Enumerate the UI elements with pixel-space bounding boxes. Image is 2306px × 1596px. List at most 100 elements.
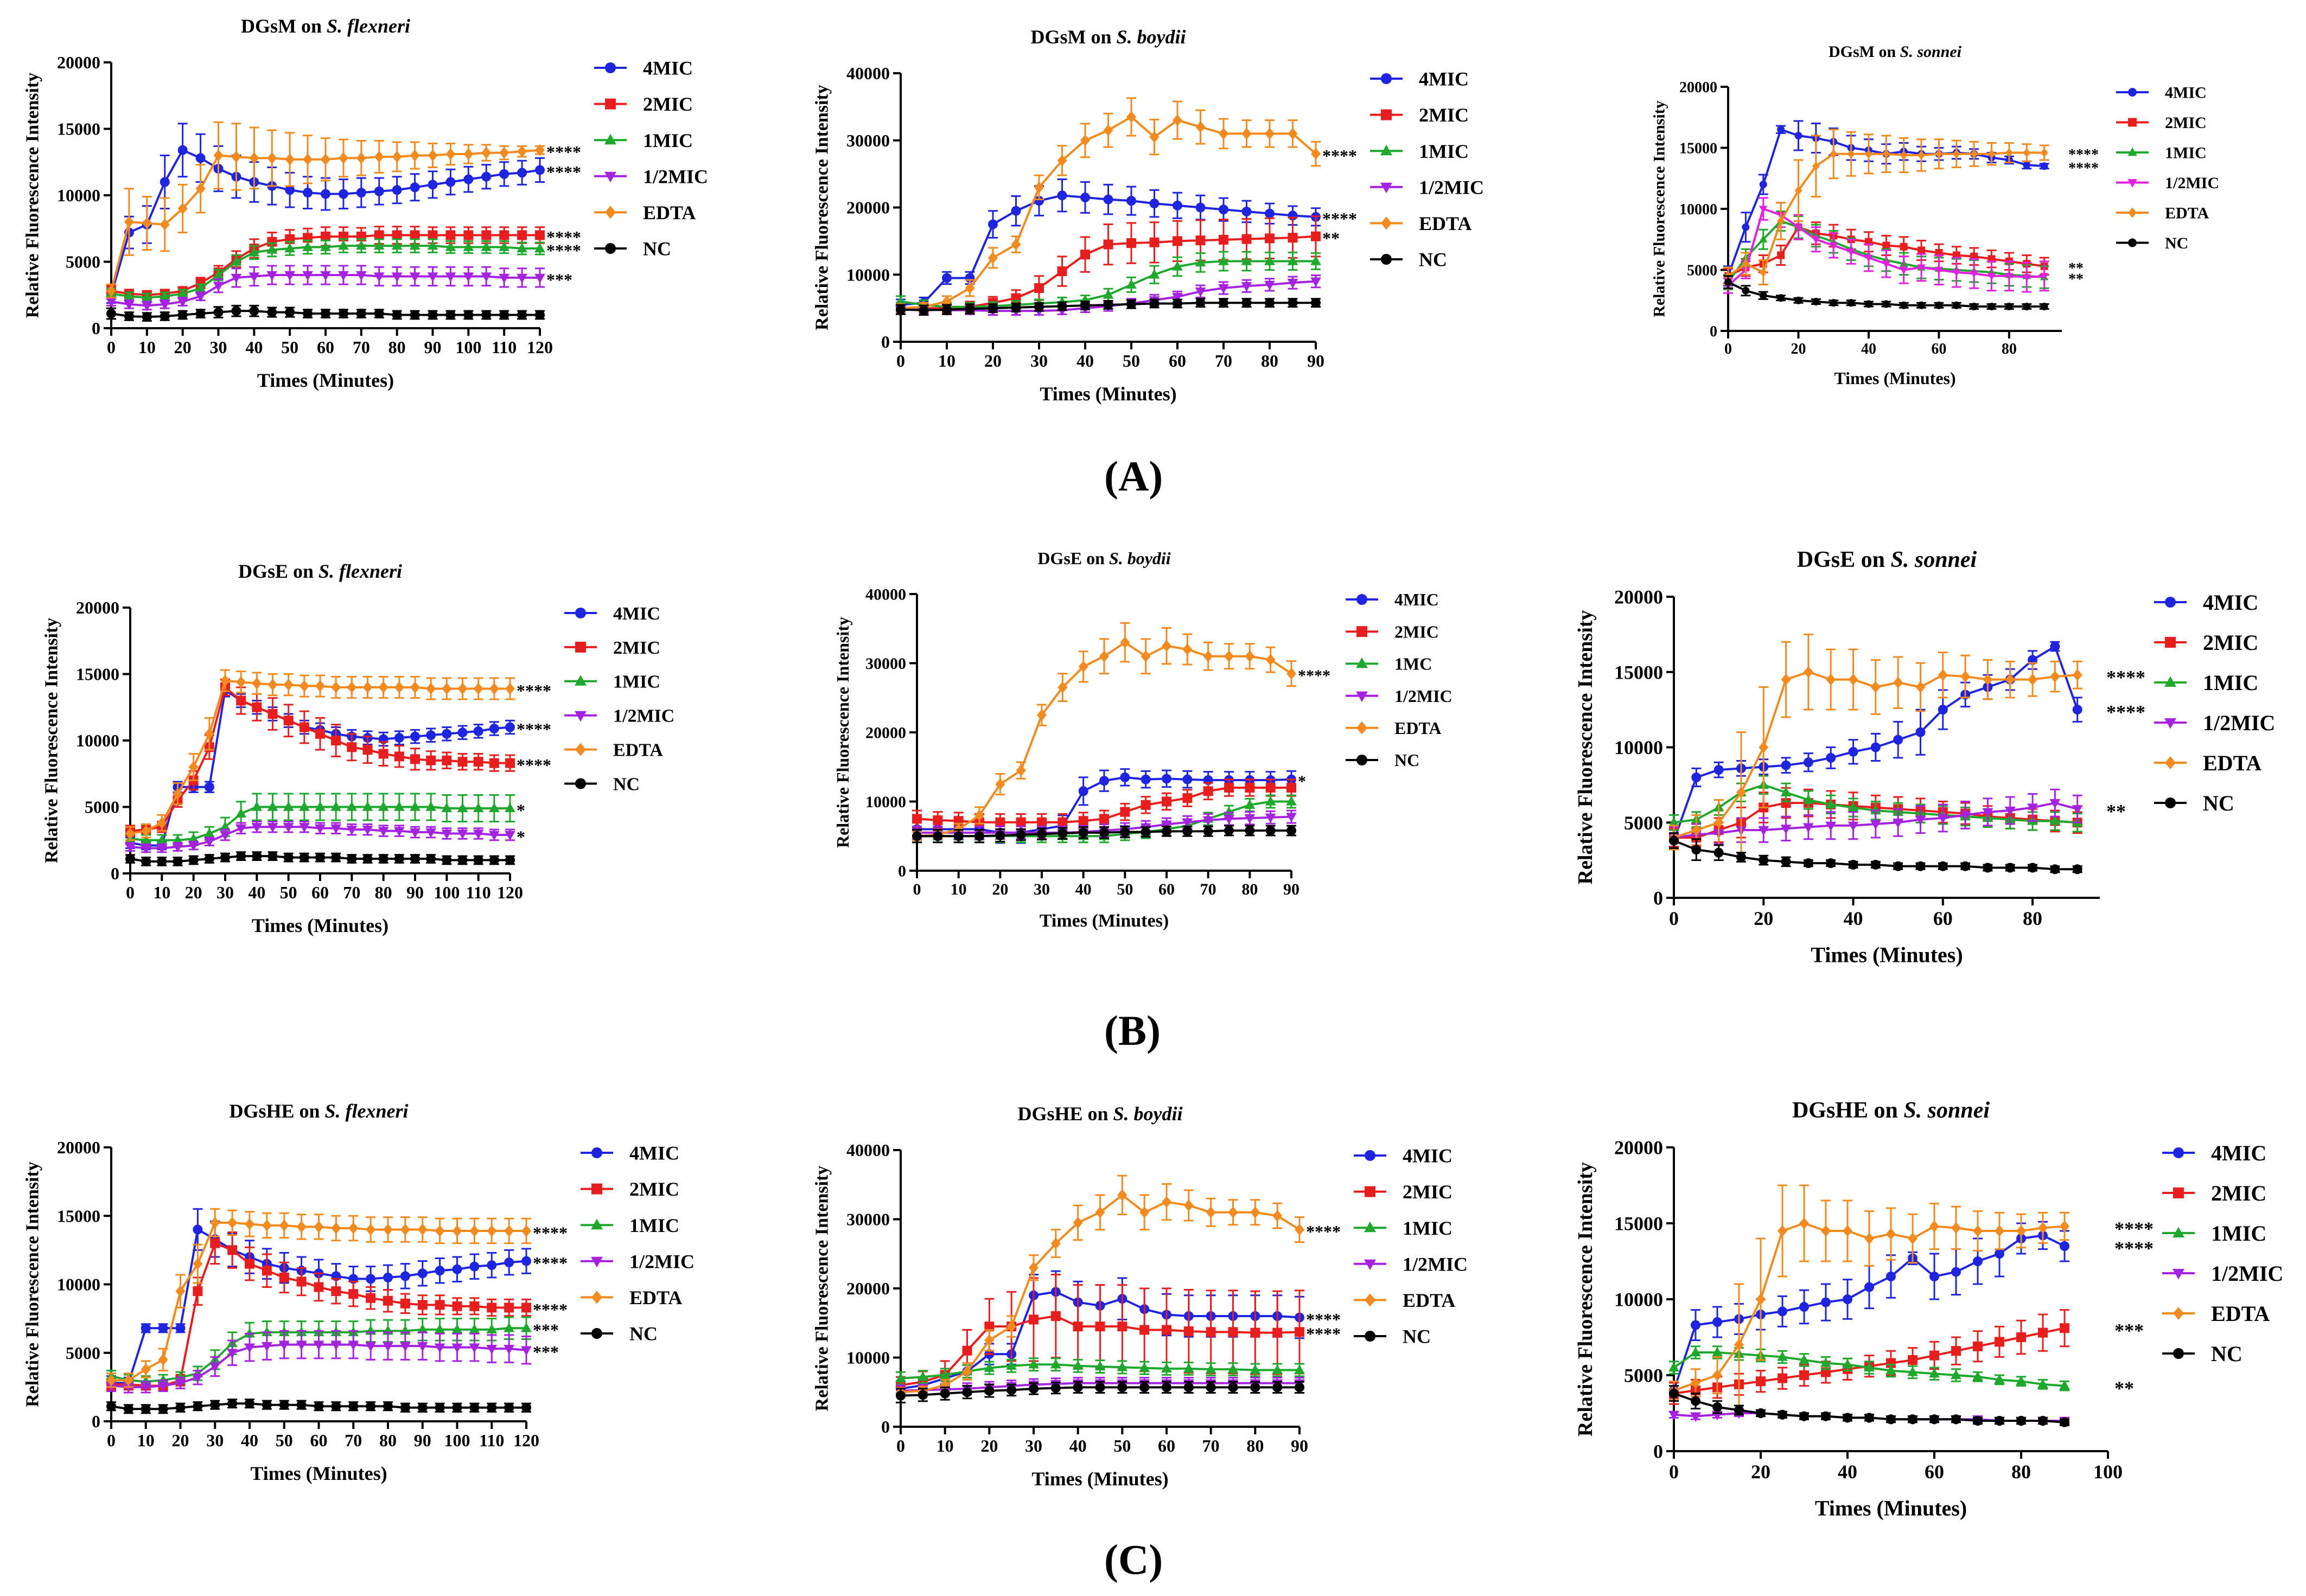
x-tick-label: 60 — [1931, 341, 1946, 357]
data-point — [394, 681, 404, 693]
data-point — [2038, 1327, 2048, 1338]
data-point — [895, 296, 906, 305]
data-point — [303, 309, 313, 319]
x-tick-label: 110 — [492, 337, 517, 357]
legend-marker — [1364, 1259, 1376, 1271]
data-point — [1099, 827, 1109, 838]
panel-label-c: (C) — [1104, 1536, 1163, 1583]
data-point — [1072, 1360, 1084, 1370]
data-point — [1780, 787, 1792, 796]
y-tick-label: 10000 — [57, 1275, 100, 1294]
data-point — [177, 310, 188, 320]
data-point — [1812, 236, 1820, 244]
data-point — [1983, 673, 1993, 686]
data-point — [2049, 799, 2061, 809]
legend-label: NC — [1403, 1326, 1431, 1348]
data-point — [1228, 1382, 1238, 1393]
data-point — [939, 1369, 951, 1379]
data-point — [505, 682, 515, 695]
data-point — [1864, 149, 1872, 159]
data-point — [1918, 246, 1926, 254]
data-point — [504, 1322, 515, 1332]
legend-item-2MIC: 2MIC — [581, 1178, 679, 1200]
data-point — [1777, 1351, 1788, 1361]
data-point — [489, 682, 499, 695]
data-point — [1182, 774, 1193, 784]
data-point — [481, 171, 492, 182]
data-point — [1007, 1385, 1017, 1395]
data-point — [159, 290, 170, 301]
data-point — [320, 271, 331, 281]
data-point — [1224, 826, 1234, 836]
data-point — [141, 844, 152, 854]
data-point — [1777, 294, 1785, 302]
data-point — [487, 1402, 497, 1413]
data-point — [338, 271, 349, 281]
data-point — [984, 1322, 995, 1332]
legend-label: 2MIC — [2165, 114, 2207, 132]
data-point — [953, 831, 964, 841]
data-point — [1073, 1217, 1083, 1229]
data-point — [1900, 242, 1908, 251]
data-point — [1206, 1206, 1216, 1218]
data-point — [1218, 256, 1229, 265]
data-point — [942, 273, 952, 283]
legend-label: 2MIC — [643, 93, 693, 115]
data-point — [1915, 815, 1926, 826]
legend-marker — [575, 641, 586, 653]
data-point — [249, 272, 260, 282]
y-tick-label: 5000 — [85, 797, 119, 817]
data-point — [1759, 235, 1768, 242]
data-point — [1245, 650, 1255, 662]
data-point — [331, 1401, 341, 1412]
data-point — [445, 177, 456, 187]
data-point — [1265, 654, 1276, 666]
data-point — [378, 749, 388, 759]
data-point — [1915, 727, 1926, 737]
data-point — [1117, 1322, 1127, 1332]
x-tick-label: 40 — [241, 1431, 258, 1450]
data-point — [227, 1217, 238, 1229]
data-point — [330, 824, 342, 834]
x-tick-label: 90 — [424, 337, 442, 357]
legend-item-4MIC: 4MIC — [2116, 84, 2207, 102]
data-point — [428, 310, 438, 320]
data-point — [2005, 673, 2015, 686]
data-point — [1288, 127, 1298, 140]
legend-label: EDTA — [2165, 205, 2209, 222]
data-point — [1794, 296, 1802, 304]
data-point — [1780, 825, 1792, 834]
data-point — [1095, 1322, 1105, 1332]
data-point — [2040, 273, 2049, 280]
data-point — [173, 856, 183, 866]
chart-title: DGsE on S. flexneri — [238, 560, 402, 582]
data-point — [445, 310, 456, 320]
series-NC — [896, 298, 1321, 316]
data-point — [177, 288, 188, 298]
series-1MIC: * — [125, 793, 525, 847]
data-point — [1011, 206, 1021, 216]
data-point — [1970, 270, 1978, 278]
significance-label: **** — [1306, 1324, 1341, 1344]
data-point — [392, 151, 402, 163]
data-point — [2005, 863, 2015, 873]
legend-item-1MIC: 1MIC — [1370, 141, 1469, 162]
chart-title: DGsE on S. sonnei — [1797, 547, 1977, 572]
data-point — [175, 1285, 186, 1297]
data-point — [157, 1374, 169, 1384]
legend-label: EDTA — [1403, 1289, 1455, 1311]
data-point — [378, 827, 389, 837]
data-point — [1126, 299, 1136, 309]
data-point — [383, 1223, 393, 1236]
data-point — [2023, 303, 2031, 310]
data-point — [1182, 643, 1193, 655]
data-point — [125, 827, 135, 840]
data-point — [141, 1404, 151, 1414]
data-point — [517, 273, 527, 284]
data-point — [160, 219, 170, 231]
data-point — [535, 144, 545, 156]
data-point — [1224, 815, 1234, 825]
chart-4: DGsE on S. flexneri 0 5000 10000 15000 20000 0… — [42, 560, 675, 936]
data-point — [504, 1303, 514, 1313]
x-tick-label: 60 — [1158, 880, 1175, 898]
